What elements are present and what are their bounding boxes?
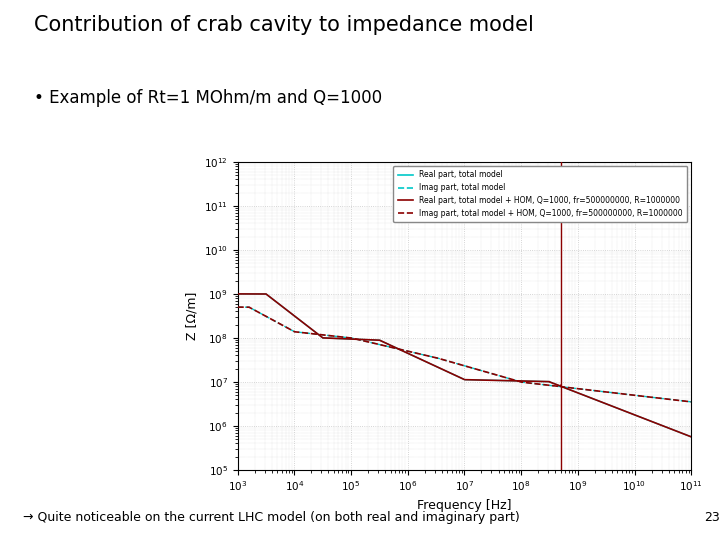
Real part, total model	[397, 347, 406, 354]
Text: Contribution of crab cavity to impedance model: Contribution of crab cavity to impedance…	[34, 15, 534, 35]
Real part, total model	[687, 434, 696, 440]
Imag part, total model	[594, 388, 603, 394]
Real part, total model + HOM, Q=1000, fr=500000000, R=1000000	[397, 347, 406, 354]
Imag part, total model	[521, 380, 530, 386]
Imag part, total model + HOM, Q=1000, fr=500000000, R=1000000	[687, 399, 696, 405]
Imag part, total model + HOM, Q=1000, fr=500000000, R=1000000	[397, 347, 406, 353]
Line: Imag part, total model: Imag part, total model	[238, 307, 691, 402]
Imag part, total model	[397, 347, 406, 353]
Imag part, total model + HOM, Q=1000, fr=500000000, R=1000000	[245, 304, 253, 310]
Legend: Real part, total model, Imag part, total model, Real part, total model + HOM, Q=: Real part, total model, Imag part, total…	[393, 166, 688, 222]
Imag part, total model	[570, 385, 578, 392]
Line: Imag part, total model + HOM, Q=1000, fr=500000000, R=1000000: Imag part, total model + HOM, Q=1000, fr…	[238, 307, 691, 402]
Imag part, total model	[233, 304, 242, 310]
Text: 23: 23	[704, 510, 720, 524]
Real part, total model + HOM, Q=1000, fr=500000000, R=1000000	[687, 434, 696, 440]
Imag part, total model + HOM, Q=1000, fr=500000000, R=1000000	[594, 388, 603, 394]
Real part, total model + HOM, Q=1000, fr=500000000, R=1000000	[233, 291, 242, 297]
Real part, total model + HOM, Q=1000, fr=500000000, R=1000000	[521, 378, 530, 384]
Text: → Quite noticeable on the current LHC model (on both real and imaginary part): → Quite noticeable on the current LHC mo…	[23, 510, 520, 524]
Real part, total model	[570, 388, 578, 395]
Imag part, total model	[502, 375, 510, 381]
Real part, total model	[256, 291, 265, 297]
Real part, total model + HOM, Q=1000, fr=500000000, R=1000000	[502, 377, 510, 384]
Real part, total model + HOM, Q=1000, fr=500000000, R=1000000	[256, 291, 265, 297]
Imag part, total model + HOM, Q=1000, fr=500000000, R=1000000	[256, 310, 265, 316]
Real part, total model	[521, 378, 530, 384]
Imag part, total model + HOM, Q=1000, fr=500000000, R=1000000	[570, 385, 578, 392]
Line: Real part, total model: Real part, total model	[238, 294, 691, 437]
Imag part, total model	[256, 310, 265, 316]
Real part, total model	[233, 291, 242, 297]
Real part, total model	[594, 397, 603, 404]
X-axis label: Frequency [Hz]: Frequency [Hz]	[417, 499, 512, 512]
Line: Real part, total model + HOM, Q=1000, fr=500000000, R=1000000: Real part, total model + HOM, Q=1000, fr…	[238, 294, 691, 437]
Imag part, total model + HOM, Q=1000, fr=500000000, R=1000000	[521, 380, 530, 386]
Imag part, total model + HOM, Q=1000, fr=500000000, R=1000000	[233, 304, 242, 310]
Real part, total model + HOM, Q=1000, fr=500000000, R=1000000	[594, 397, 603, 404]
Imag part, total model + HOM, Q=1000, fr=500000000, R=1000000	[502, 375, 510, 381]
Text: • Example of Rt=1 MOhm/m and Q=1000: • Example of Rt=1 MOhm/m and Q=1000	[34, 89, 382, 107]
Real part, total model	[502, 377, 510, 384]
Y-axis label: Z [Ω/m]: Z [Ω/m]	[185, 292, 198, 340]
Imag part, total model	[687, 399, 696, 405]
Real part, total model + HOM, Q=1000, fr=500000000, R=1000000	[570, 388, 578, 395]
